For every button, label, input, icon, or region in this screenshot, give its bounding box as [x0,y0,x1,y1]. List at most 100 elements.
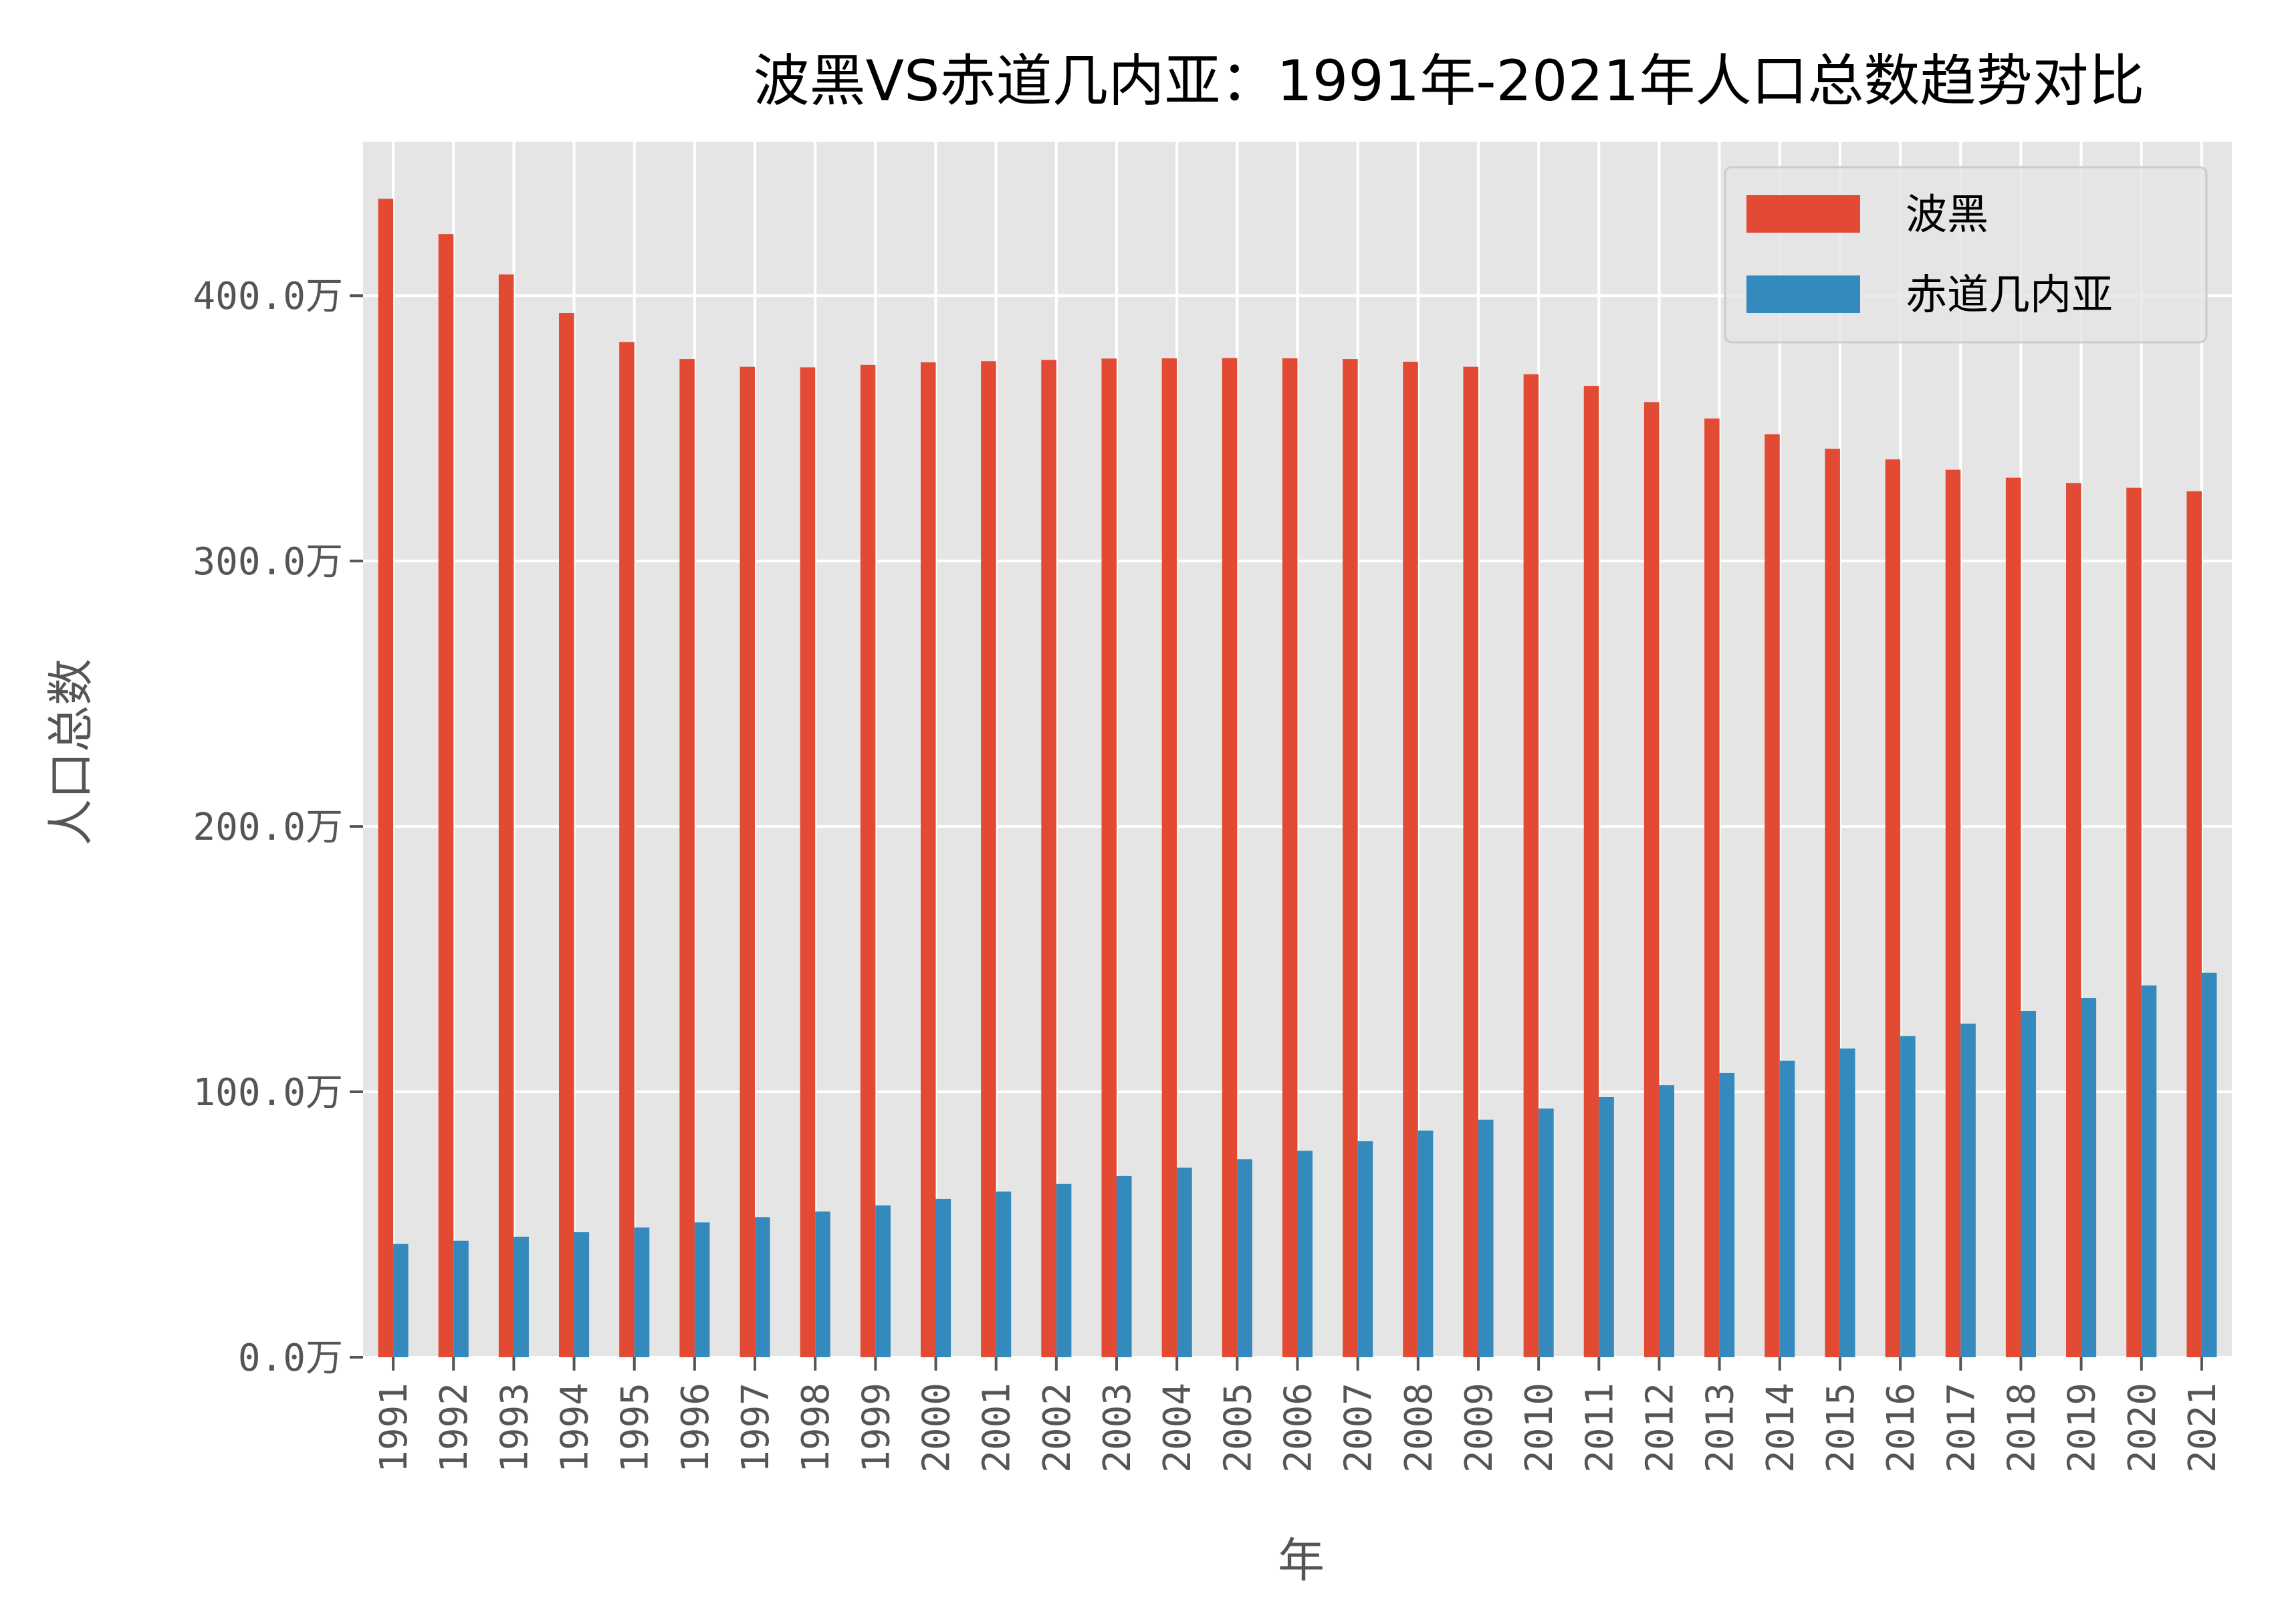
bar-equatorial-guinea [1839,1048,1855,1357]
x-tick-label: 2001 [976,1383,1019,1473]
bar-bosnia [438,234,454,1357]
bar-bosnia [920,362,936,1357]
bar-bosnia [740,366,756,1357]
bar-equatorial-guinea [755,1217,770,1357]
x-tick-label: 2020 [2121,1383,2164,1473]
bar-equatorial-guinea [1177,1167,1192,1357]
x-tick-label: 1994 [554,1383,597,1473]
bar-bosnia [2126,487,2142,1357]
legend-label-bosnia: 波黑 [1906,190,1989,239]
bar-bosnia [1945,469,1961,1357]
x-tick-label: 2010 [1518,1383,1561,1473]
x-tick-label: 1991 [372,1383,416,1473]
bar-bosnia [619,342,635,1357]
y-tick-label: 200.0万 [193,806,343,849]
bar-equatorial-guinea [2081,998,2097,1357]
x-tick-label: 2016 [1880,1383,1923,1473]
bar-bosnia [559,313,574,1358]
bar-equatorial-guinea [574,1232,590,1357]
bar-equatorial-guinea [2141,985,2157,1357]
bar-equatorial-guinea [2021,1010,2036,1357]
bar-equatorial-guinea [875,1205,891,1357]
bar-equatorial-guinea [1237,1159,1252,1357]
x-axis-label: 年 [1278,1533,1325,1588]
bar-bosnia [1282,358,1298,1357]
bar-bosnia [1403,362,1418,1357]
bar-bosnia [679,359,695,1358]
x-tick-label: 2019 [2061,1383,2104,1473]
bar-equatorial-guinea [1659,1085,1675,1357]
x-tick-label: 1995 [614,1383,657,1473]
bar-bosnia [1222,358,1238,1357]
bar-equatorial-guinea [1357,1141,1373,1357]
x-tick-label: 2012 [1638,1383,1682,1473]
x-tick-label: 2013 [1699,1383,1742,1473]
bar-bosnia [1704,419,1720,1358]
bar-bosnia [1765,434,1780,1358]
bar-bosnia [2066,483,2081,1357]
legend-label-equatorial-guinea: 赤道几内亚 [1906,270,2113,319]
x-tick-label: 1993 [493,1383,536,1473]
bar-bosnia [378,199,394,1358]
bar-bosnia [1161,358,1177,1357]
x-tick-label: 1992 [433,1383,476,1473]
bar-bosnia [800,367,816,1357]
x-tick-label: 2009 [1458,1383,1501,1473]
bar-bosnia [2005,477,2021,1357]
bar-equatorial-guinea [1297,1151,1313,1357]
x-tick-label: 2017 [1940,1383,1983,1473]
bar-equatorial-guinea [1417,1131,1434,1357]
x-tick-label: 2014 [1759,1383,1803,1473]
bar-equatorial-guinea [1599,1096,1614,1357]
bar-equatorial-guinea [1779,1060,1795,1357]
x-tick-label: 2018 [2000,1383,2043,1473]
x-tick-label: 2006 [1277,1383,1321,1473]
legend: 波黑 赤道几内亚 [1724,166,2208,344]
bar-equatorial-guinea [1900,1036,1916,1357]
bar-equatorial-guinea [1719,1072,1735,1357]
x-tick-label: 2005 [1216,1383,1260,1473]
x-tick-label: 1998 [794,1383,838,1473]
x-tick-label: 2004 [1156,1383,1200,1473]
x-tick-label: 2015 [1819,1383,1863,1473]
x-tick-label: 2021 [2181,1383,2225,1473]
y-tick-label: 0.0万 [238,1337,343,1380]
y-axis: 0.0万 100.0万 200.0万 300.0万 400.0万 [193,275,363,1380]
y-tick-label: 100.0万 [193,1071,343,1115]
y-tick-label: 400.0万 [193,275,343,318]
bar-equatorial-guinea [1056,1183,1072,1357]
bar-bosnia [1463,366,1478,1357]
bar-bosnia [860,364,876,1357]
bar-bosnia [1101,358,1117,1357]
bar-equatorial-guinea [1117,1175,1132,1357]
x-tick-label: 2002 [1036,1383,1079,1473]
bar-equatorial-guinea [815,1211,830,1357]
y-tick-label: 300.0万 [193,540,343,584]
bar-equatorial-guinea [1539,1109,1554,1357]
x-tick-label: 1999 [855,1383,898,1473]
legend-swatch-bosnia [1746,195,1860,233]
bar-equatorial-guinea [694,1222,710,1357]
bar-equatorial-guinea [514,1236,529,1357]
y-axis-label: 人口总数 [43,659,98,846]
x-axis: 1991 1992 1993 1994 1995 1996 1997 1998 1999 2000… [372,1357,2225,1473]
x-tick-label: 2007 [1337,1383,1381,1473]
bar-equatorial-guinea [393,1244,409,1357]
bar-bosnia [1583,386,1599,1357]
bar-equatorial-guinea [2201,972,2217,1357]
x-tick-label: 2000 [915,1383,959,1473]
x-tick-label: 1996 [674,1383,717,1473]
bar-equatorial-guinea [996,1191,1012,1357]
chart-title: 波黑VS赤道几内亚：1991年-2021年人口总数趋势对比 [754,48,2145,114]
bar-bosnia [1643,402,1660,1357]
bar-equatorial-guinea [935,1199,951,1357]
bars [378,199,2217,1358]
bar-bosnia [2186,491,2202,1358]
legend-swatch-equatorial-guinea [1746,275,1860,313]
bar-equatorial-guinea [634,1227,650,1357]
bar-bosnia [1885,459,1901,1357]
bar-equatorial-guinea [1960,1024,1976,1357]
bar-bosnia [1343,359,1358,1358]
bar-bosnia [981,361,996,1358]
